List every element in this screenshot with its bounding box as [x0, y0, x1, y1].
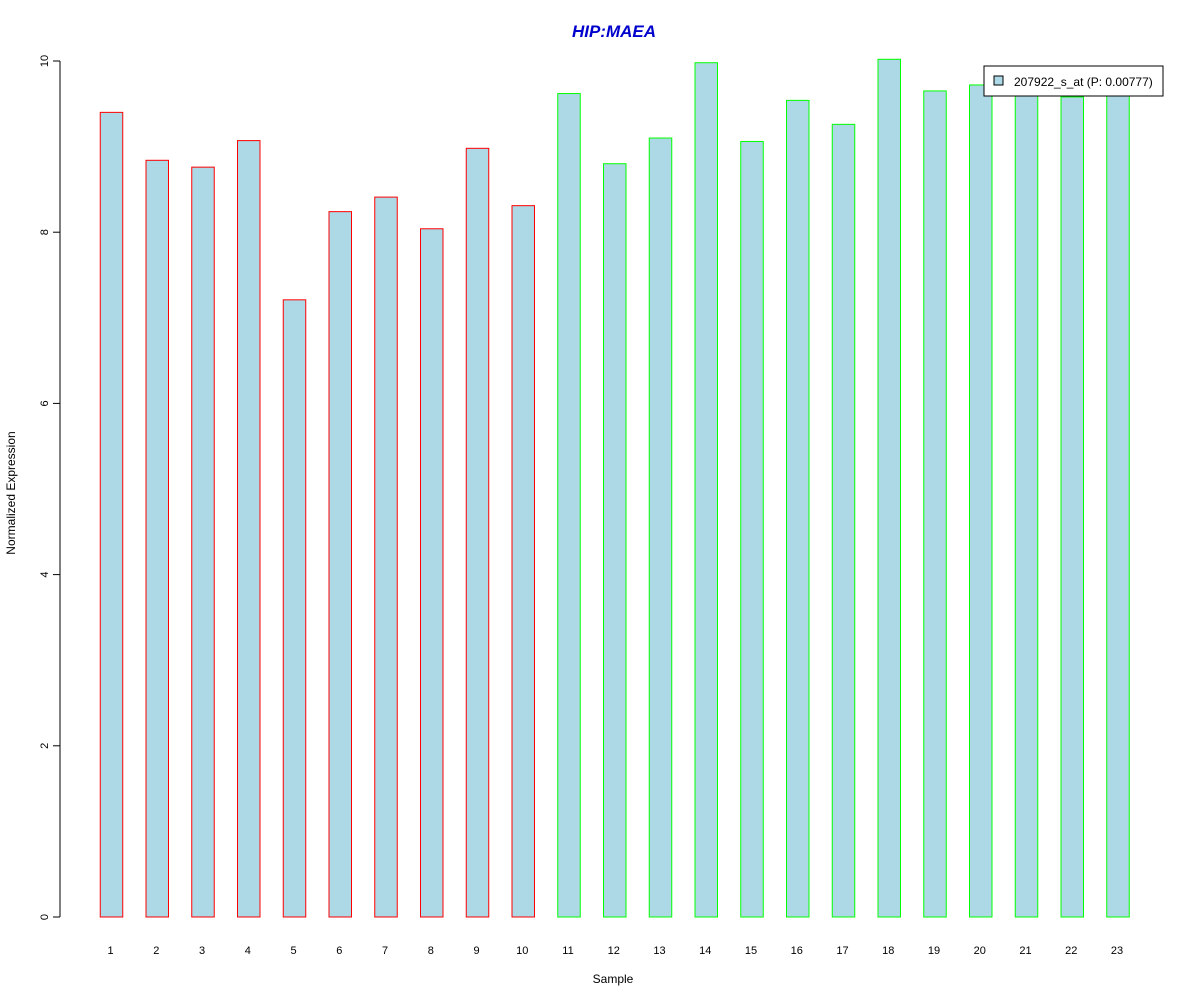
- bar-sample-6: [328, 211, 352, 918]
- y-axis: 0 2 4 6 8 10: [39, 55, 61, 920]
- bar-sample-3: [191, 166, 215, 918]
- bar-sample-17: [831, 123, 856, 918]
- x-tick-label: 4: [245, 945, 251, 957]
- bar-sample-23: [1106, 93, 1130, 918]
- y-tick-label: 8: [39, 229, 51, 235]
- x-tick-labels: 1 2 3 4 5 6 7 8 9 10 11 12 13 14 15 16 17 18 19 20 21 22 23: [107, 945, 1123, 957]
- bar-sample-10: [511, 205, 535, 918]
- x-tick-label: 22: [1065, 945, 1077, 957]
- y-axis-label: Normalized Expression: [4, 431, 18, 554]
- x-tick-label: 6: [336, 945, 342, 957]
- bar-sample-8: [420, 228, 444, 918]
- x-tick-label: 9: [473, 945, 479, 957]
- x-tick-label: 16: [791, 945, 803, 957]
- bars: [99, 58, 1130, 918]
- x-tick-label: 12: [608, 945, 620, 957]
- bar-sample-14: [694, 62, 718, 918]
- legend-swatch: [993, 75, 1004, 86]
- x-tick-label: 7: [382, 945, 388, 957]
- bar-sample-19: [923, 90, 947, 918]
- x-tick-label: 14: [699, 945, 711, 957]
- bar-sample-7: [374, 196, 398, 918]
- x-tick-label: 20: [974, 945, 986, 957]
- y-tick-label: 10: [39, 55, 51, 67]
- x-tick-label: 15: [745, 945, 757, 957]
- bar-sample-5: [282, 299, 307, 918]
- bar-sample-1: [99, 111, 124, 918]
- y-tick-label: 6: [39, 400, 51, 406]
- bar-sample-16: [786, 99, 810, 918]
- x-tick-label: 10: [516, 945, 528, 957]
- x-tick-label: 2: [153, 945, 159, 957]
- x-tick-label: 5: [290, 945, 296, 957]
- x-axis-label: Sample: [593, 972, 634, 986]
- x-tick-label: 1: [107, 945, 113, 957]
- legend-box: [983, 65, 1164, 97]
- y-tick-label: 4: [39, 572, 51, 578]
- bar-sample-11: [557, 93, 581, 918]
- legend: 207922_s_at (P: 0.00777): [983, 65, 1164, 97]
- bar-sample-12: [603, 163, 627, 918]
- bar-sample-21: [1014, 94, 1039, 918]
- legend-label: 207922_s_at (P: 0.00777): [1014, 75, 1153, 89]
- x-tick-label: 13: [653, 945, 665, 957]
- bar-sample-20: [969, 84, 993, 918]
- bar-sample-2: [145, 159, 169, 918]
- x-tick-label: 11: [562, 945, 573, 957]
- y-tick-label: 0: [39, 914, 51, 920]
- x-tick-label: 21: [1019, 945, 1031, 957]
- x-tick-label: 19: [928, 945, 940, 957]
- x-tick-label: 3: [199, 945, 205, 957]
- bar-sample-13: [648, 137, 673, 918]
- bar-sample-22: [1060, 96, 1084, 918]
- x-tick-label: 18: [882, 945, 894, 957]
- chart-title: HIP:MAEA: [572, 22, 656, 41]
- x-tick-label: 17: [836, 945, 848, 957]
- bar-sample-15: [740, 140, 764, 918]
- bar-sample-4: [237, 140, 261, 918]
- y-tick-label: 2: [39, 743, 51, 749]
- x-tick-label: 23: [1111, 945, 1123, 957]
- bar-sample-9: [465, 147, 490, 918]
- bar-sample-18: [877, 58, 901, 918]
- x-tick-label: 8: [428, 945, 434, 957]
